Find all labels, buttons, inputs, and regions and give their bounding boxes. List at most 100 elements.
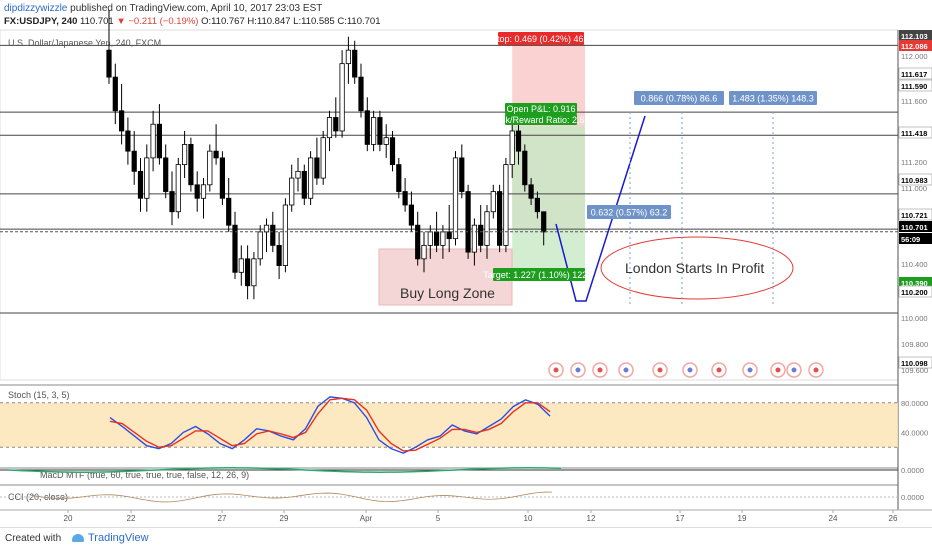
risk-reward-label-box — [505, 114, 577, 125]
candle-body — [181, 144, 188, 166]
price-tag-bg — [899, 233, 932, 244]
candle-body — [207, 150, 213, 186]
candle-body — [119, 110, 125, 132]
london-ellipse — [600, 236, 794, 300]
chart-header: dipdizzywizzle published on TradingView.… — [0, 0, 932, 28]
candle-body — [232, 224, 238, 273]
event-dot — [747, 367, 753, 373]
price-tag: 110.390 — [901, 279, 928, 288]
risk-reward-label-text: Risk/Reward Ratio: 2.62 — [492, 115, 589, 125]
candle-body — [459, 157, 465, 192]
price-tag: 112.103 — [901, 32, 928, 41]
candle-body — [471, 224, 478, 253]
event-dot — [575, 367, 581, 373]
buy-zone-label: Buy Long Zone — [400, 285, 495, 301]
event-dot — [813, 367, 819, 373]
macd-pane: MacD MTF (true, 60, true, true, true, fa… — [0, 466, 924, 480]
price-tag-bg — [899, 277, 932, 288]
candle-body — [314, 157, 320, 179]
measure-label-3-text: 1.483 (1.35%) 148.3 — [732, 94, 814, 104]
tradingview-logo[interactable]: TradingView — [72, 532, 149, 544]
candle-body — [496, 191, 503, 246]
candle-body — [433, 231, 440, 246]
event-dot — [791, 367, 797, 373]
candle-body — [289, 177, 295, 206]
price-tag-bg — [898, 208, 932, 221]
candle-body — [188, 144, 194, 186]
chart-canvas[interactable]: Buy Long Zone London Starts In Profit St… — [0, 0, 932, 527]
candle-body — [175, 164, 181, 213]
cci-pane: CCI (20, close) 0.0000 — [0, 491, 924, 503]
price-tag-bg — [898, 126, 932, 139]
author-link[interactable]: dipdizzywizzle — [4, 3, 68, 14]
price-tag: 110.098 — [901, 359, 928, 368]
target-zone — [512, 126, 585, 276]
price-tag: 111.617 — [901, 70, 927, 79]
time-label: 10 — [524, 514, 533, 523]
candle-body — [301, 170, 307, 199]
time-label: 22 — [127, 514, 136, 523]
stoch-title: Stoch (15, 3, 5) — [8, 390, 70, 400]
price-label: 109.600 — [901, 366, 928, 375]
candle-body — [509, 130, 515, 166]
price-tag-bg — [898, 356, 932, 369]
price-tag: 56:09 — [901, 235, 920, 244]
price-label: 112.000 — [901, 52, 928, 61]
created-with-text: Created with — [5, 533, 62, 544]
candle-body — [383, 137, 389, 145]
candle-body — [358, 76, 364, 112]
price-label: 110.000 — [901, 314, 928, 323]
candle-body — [200, 184, 207, 199]
macd-title: MacD MTF (true, 60, true, true, true, fa… — [40, 470, 249, 480]
candle-body — [226, 197, 232, 226]
time-label: 26 — [889, 514, 898, 523]
price-tag: 110.200 — [901, 288, 928, 297]
candle-body — [194, 184, 200, 199]
candle-body — [408, 204, 415, 226]
candle-body — [484, 211, 490, 246]
stop-label-text: Stop: 0.469 (0.42%) 46.9 — [491, 34, 591, 44]
candle-body — [213, 150, 219, 159]
time-label: 5 — [436, 514, 441, 523]
time-label: 24 — [829, 514, 838, 523]
stoch-axis-label: 40.0000 — [901, 428, 928, 437]
candle-body — [270, 224, 276, 246]
cci-axis-label: 0.0000 — [901, 493, 924, 502]
stoch-band — [0, 402, 898, 448]
price-tag-bg — [898, 67, 932, 80]
candle-body — [465, 191, 471, 253]
candle-body — [364, 110, 370, 145]
candle-body — [377, 117, 383, 145]
price-tag-bg — [898, 285, 932, 298]
candle-body — [320, 137, 326, 179]
economic-event-markers[interactable] — [548, 362, 824, 378]
candle-body — [490, 191, 496, 213]
series-title: U.S. Dollar/Japanese Yen, 240, FXCM — [8, 38, 161, 48]
cci-title: CCI (20, close) — [8, 492, 68, 502]
candle-body — [112, 76, 118, 112]
measure-label-1-box — [587, 205, 671, 219]
macd-line — [7, 467, 562, 473]
price-tag: 110.701 — [901, 223, 928, 232]
candle-body — [345, 49, 352, 65]
measure-label-2-box — [634, 91, 724, 105]
target-label-text: Target: 1.227 (1.10%) 122.7 — [483, 270, 595, 280]
price-tag: 110.721 — [901, 211, 928, 220]
cci-line — [29, 491, 553, 503]
candle-body — [440, 231, 446, 246]
event-dot — [623, 367, 629, 373]
event-dot — [716, 367, 722, 373]
price-tag: 110.983 — [901, 176, 928, 185]
last-price: 110.701 — [80, 16, 114, 27]
symbol-label[interactable]: FX:USDJPY, 240 — [4, 16, 78, 27]
candle-body — [396, 164, 402, 192]
candle-body — [282, 204, 289, 266]
annotation-labels: Buy Long Zone London Starts In Profit — [400, 260, 764, 301]
stop-label-box — [498, 32, 584, 45]
event-dot — [553, 367, 559, 373]
event-dot — [597, 367, 603, 373]
candle-body — [370, 117, 377, 145]
candle-body — [131, 150, 137, 172]
trade-zones — [378, 44, 585, 306]
candle-body — [427, 231, 433, 246]
